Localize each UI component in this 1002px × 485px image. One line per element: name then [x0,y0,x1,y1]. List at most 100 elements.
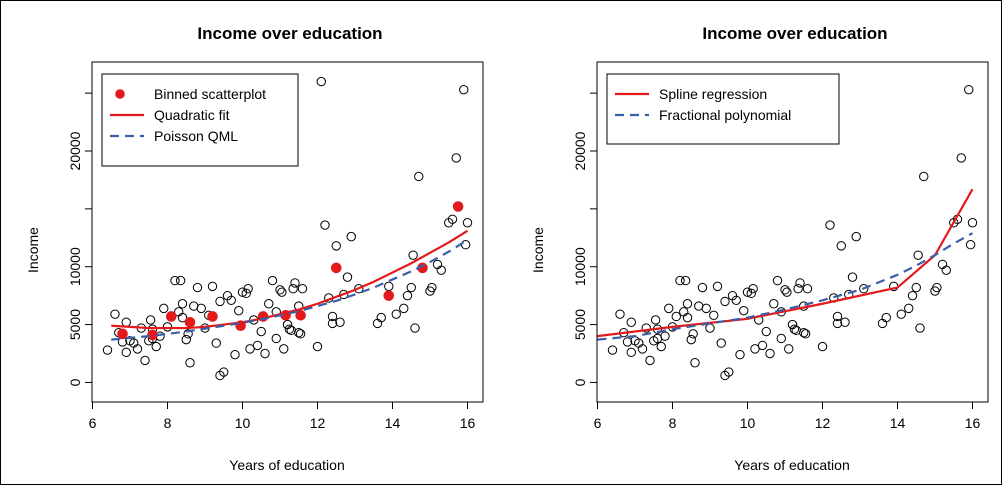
x-tick-label: 6 [594,415,602,431]
data-point [230,349,240,360]
data-point [712,281,723,292]
legend-box [606,73,840,145]
x-tick-label: 10 [235,415,251,431]
x-axis: 6 8 10 12 14 16 [594,402,980,431]
data-point [282,319,293,330]
data-point [447,214,458,224]
raw-points [102,76,473,381]
data-point [316,76,326,87]
data-point [252,340,263,351]
data-point [271,333,281,344]
legend-item: Poisson QML [110,128,238,144]
y-tick-label: 10000 [67,247,83,286]
data-point [277,287,287,297]
data-point [256,326,266,337]
data-point [327,318,338,329]
data-point [384,281,394,292]
data-point [346,231,356,242]
legend-box [101,73,299,167]
data-point [716,338,726,348]
data-point [342,272,353,282]
data-point [170,275,180,286]
chart-title-right: Income over education [702,24,887,43]
legend: Spline regression Fractional polynomial [606,73,840,145]
data-point [688,329,698,339]
data-point [641,323,651,333]
data-point [391,309,401,319]
data-point [267,275,278,286]
data-point [414,171,424,182]
data-point [372,318,383,329]
y-tick-label: 20000 [67,131,83,170]
legend-label: Spline regression [659,86,767,102]
series-quadratic-fit [111,229,469,330]
data-point [459,84,469,95]
data-point [964,84,974,95]
y-tick-label: 5000 [67,309,83,340]
data-point [234,305,244,316]
data-point [626,317,636,327]
data-point [279,344,289,354]
y-axis: 0 5000 10000 20000 [67,92,92,386]
data-point [967,218,978,228]
data-point [817,341,828,352]
data-point [607,345,618,355]
data-point [705,323,715,333]
data-point [354,284,364,294]
data-point [847,272,858,282]
binned-point [184,316,196,328]
data-point [937,259,948,270]
data-point [793,284,803,294]
data-point [145,315,156,325]
y-tick-label: 0 [67,378,83,386]
data-point [237,287,248,297]
series-fractional-polynomial [597,232,974,341]
data-point [915,323,925,333]
data-point [896,309,906,319]
data-point [913,250,923,260]
x-tick-label: 6 [89,415,97,431]
data-point [211,338,221,348]
series-line [111,229,469,330]
series-line [597,232,974,341]
data-point [219,367,229,377]
data-point [243,284,253,294]
data-point [731,295,741,305]
data-point [402,290,413,301]
chart-panel-right: Income over education Years of education… [530,24,989,473]
data-point [956,153,966,163]
x-tick-label: 14 [890,415,906,431]
binned-point [295,310,306,321]
data-point [859,284,869,294]
x-tick-label: 10 [740,415,756,431]
binned-point [207,311,218,322]
data-point [836,241,846,251]
data-point [177,312,188,323]
data-point [260,348,270,359]
data-point [185,358,195,368]
data-point [746,288,756,299]
data-point [207,281,218,292]
data-point [376,312,386,323]
data-point [724,367,734,377]
data-point [175,275,186,286]
data-point [851,231,861,242]
data-point [284,324,295,334]
data-point [151,341,161,352]
data-point [748,284,758,294]
series-line [111,239,469,341]
data-point [697,282,708,293]
binned-point [147,329,158,341]
data-point [911,282,921,293]
x-axis: 6 8 10 12 14 16 [89,402,475,431]
data-point [776,333,786,344]
raw-points [607,76,978,381]
data-point [932,282,942,293]
data-point [110,309,120,319]
legend-label: Binned scatterplot [154,86,266,102]
data-point [462,218,473,228]
data-point [782,287,792,297]
y-axis: 0 5000 10000 20000 [572,92,597,386]
data-point [682,312,693,323]
